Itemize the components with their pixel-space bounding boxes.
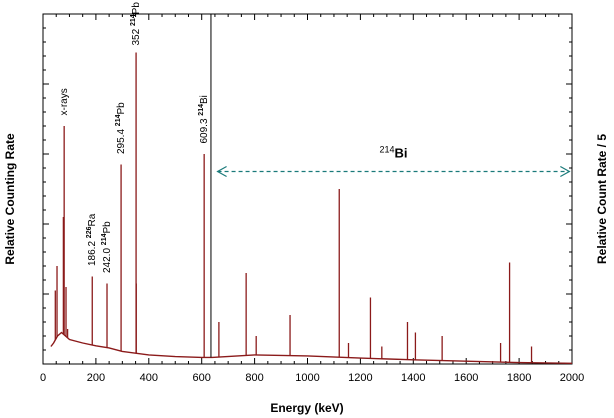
x-tick-label: 0 — [40, 372, 46, 384]
x-tick-label: 1800 — [507, 372, 531, 384]
x-tick-label: 1200 — [348, 372, 372, 384]
x-axis-title: Energy (keV) — [270, 401, 343, 415]
spectrum-continuum-line — [50, 331, 573, 364]
peak-label: 242.0 214Pb — [101, 221, 113, 273]
range-label: 214Bi — [379, 145, 407, 161]
spectrum-group — [50, 331, 573, 364]
y-axis-title-left: Relative Counting Rate — [3, 133, 17, 265]
plot-area-frame — [42, 13, 573, 365]
peak-label: x-rays — [59, 88, 70, 115]
x-tick-label: 2000 — [560, 372, 584, 384]
x-tick-label: 1000 — [295, 372, 319, 384]
x-tick-label: 400 — [140, 372, 158, 384]
peak-label: 186.2 226Ra — [86, 213, 98, 266]
ticks-group: 0 200 400 600 800 1000 1200 1400 1600 1800 2000 — [40, 13, 584, 384]
peaks-group — [54, 14, 533, 363]
range-annotation-group: 214Bi — [216, 145, 571, 178]
plot-frame-group — [42, 13, 573, 365]
range-arrow-head-left — [216, 165, 227, 178]
peak-label: 295.4 214Pb — [115, 102, 127, 154]
peak-label: 609.3 214Bi — [198, 95, 210, 143]
x-tick-label: 1600 — [454, 372, 478, 384]
x-tick-label: 800 — [245, 372, 263, 384]
range-arrow-head-right — [560, 165, 571, 178]
x-tick-label: 1400 — [401, 372, 425, 384]
y-axis-title-right: Relative Count Rate / 5 — [595, 134, 609, 264]
x-tick-label: 200 — [87, 372, 105, 384]
x-tick-label: 600 — [193, 372, 211, 384]
peak-label: 352 214Pb — [130, 2, 142, 46]
